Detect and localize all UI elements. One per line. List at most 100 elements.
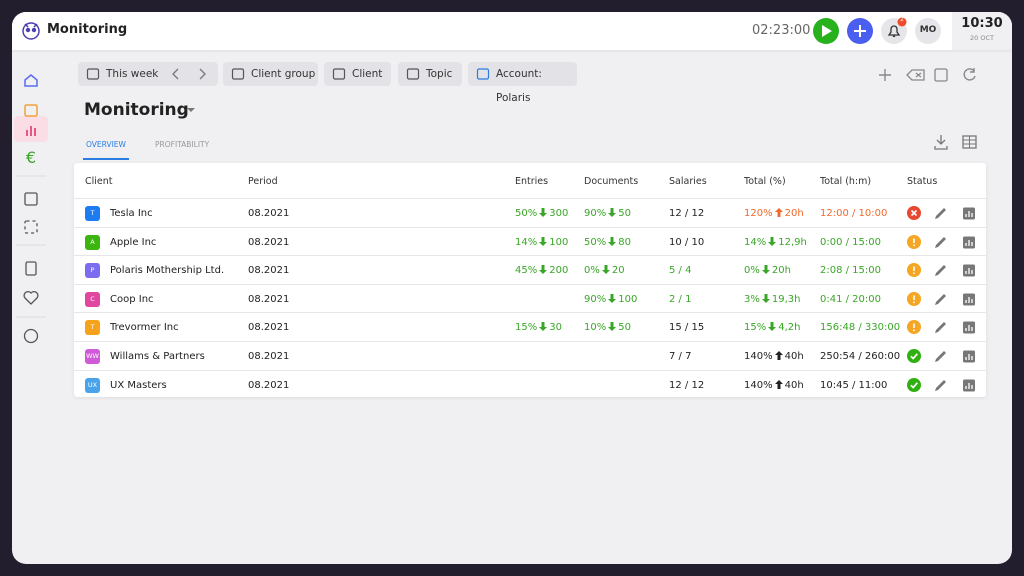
row-actions [907, 377, 975, 392]
edit-button[interactable] [935, 293, 946, 305]
column-header: Client [85, 176, 113, 187]
total-hm: 0:41 / 20:00 [820, 293, 882, 305]
tab-active[interactable]: OVERVIEW [86, 140, 126, 149]
total-pct: 14% 12,9h [744, 236, 807, 248]
total-pct: 120% 20h [744, 208, 804, 219]
percent: 45% [515, 265, 538, 277]
client-name: UX Masters [110, 379, 167, 391]
client-name: Willams & Partners [110, 351, 205, 362]
entries: 45% 200 [515, 265, 568, 276]
filter-label: Client [352, 68, 383, 80]
percent: 90% [584, 293, 607, 305]
amount: 4,2h [778, 322, 801, 334]
edit-button[interactable] [935, 322, 946, 334]
total-hm: 156:48 / 330:00 [820, 322, 901, 334]
badge: 2 [900, 16, 904, 23]
clock [952, 12, 1012, 50]
client-avatar: T [85, 320, 100, 336]
table-row: P Polaris Mothership Ltd. 08.2021 45% 200 0% 2… [74, 255, 986, 284]
filter-chip[interactable]: This week [78, 62, 218, 86]
table-actions [934, 135, 977, 150]
app: Monitoring 02:23:00 2 MO 10:30 20 OCT € [12, 12, 1012, 564]
period: 08.2021 [248, 322, 290, 334]
percent: 50% [515, 208, 538, 219]
client-avatar: P [85, 263, 100, 279]
percent: 3% [744, 293, 760, 305]
filter-chip[interactable]: Account: Polaris [468, 62, 577, 104]
avatar[interactable] [915, 18, 941, 44]
amount: 100 [618, 293, 638, 305]
amount: 20h [784, 208, 804, 219]
client-name: Tesla Inc [110, 208, 153, 219]
percent: 15% [515, 322, 538, 334]
edit-button[interactable] [935, 236, 946, 248]
period: 08.2021 [248, 208, 290, 219]
period: 08.2021 [248, 293, 290, 305]
total-hm: 12:00 / 10:00 [820, 208, 888, 219]
amount: 300 [549, 208, 569, 219]
top-actions [813, 17, 941, 44]
percent: 0% [584, 265, 600, 277]
top-bar: Monitoring 02:23:00 2 MO 10:30 20 OCT [12, 12, 1012, 50]
client-name: Polaris Mothership Ltd. [110, 265, 225, 277]
edit-button[interactable] [935, 208, 946, 219]
row-actions [907, 320, 975, 335]
arrow-up [774, 208, 783, 217]
title-dropdown[interactable] [186, 107, 196, 113]
filter-chip[interactable]: Client [324, 62, 391, 86]
edit-button[interactable] [935, 379, 946, 391]
arrow-down [761, 293, 770, 303]
arrow-down [539, 265, 548, 275]
status-warning [907, 320, 921, 335]
amount: 100 [549, 236, 569, 248]
arrow-down [761, 265, 770, 275]
arrow-down [608, 208, 617, 217]
edit-button[interactable] [935, 351, 946, 362]
sidebar: € [14, 74, 48, 344]
total-pct: 15% 4,2h [744, 322, 800, 333]
amount: 20h [771, 265, 791, 277]
amount: 80 [618, 236, 631, 248]
salaries: 2 / 1 [669, 293, 692, 305]
filter-chip[interactable]: Topic [398, 62, 462, 86]
client-name: Trevormer Inc [110, 322, 179, 334]
amount: 12,9h [778, 236, 807, 248]
filter-label: Topic [426, 68, 453, 80]
table-row: C Coop Inc 08.2021 90% 100 3% 19,3h 2 / 1 0:41 /… [74, 283, 986, 313]
documents: 0% 20 [584, 265, 625, 276]
tab[interactable]: PROFITABILITY [155, 140, 210, 149]
documents: 10% 50 [584, 322, 631, 333]
edit-button[interactable] [935, 265, 946, 277]
percent: 140% [744, 351, 773, 362]
filter-icon [332, 68, 346, 80]
table-row: WW Willams & Partners 08.2021 140% 40h 7 / 7 2… [74, 341, 986, 370]
table-row: T Tesla Inc 08.2021 50% 300 90% 50 120% 20h 12 / … [74, 198, 986, 227]
documents: 90% 100 [584, 293, 638, 305]
entries: 14% 100 [515, 236, 569, 248]
salaries: 12 / 12 [669, 379, 705, 391]
arrow-down [601, 265, 610, 275]
filter-icon [231, 68, 245, 80]
arrow-down [608, 236, 617, 246]
filter-icon [476, 68, 490, 80]
percent: 90% [584, 208, 607, 219]
status-error [907, 206, 921, 220]
amount: 40h [784, 351, 804, 362]
percent: 50% [584, 236, 607, 248]
salaries: 12 / 12 [669, 208, 705, 219]
amount: 40h [784, 379, 804, 391]
documents: 90% 50 [584, 208, 631, 219]
total-pct: 0% 20h [744, 265, 791, 276]
table-row: T Trevormer Inc 08.2021 15% 30 10% 50 15% 4,2h 15… [74, 312, 986, 341]
week-arrows[interactable] [170, 68, 210, 80]
row-actions [907, 206, 975, 220]
status-warning [907, 291, 921, 306]
salaries: 10 / 10 [669, 236, 705, 248]
arrow-up [774, 351, 783, 360]
page-title: Monitoring [84, 100, 189, 120]
row-actions [907, 349, 975, 363]
status-warning [907, 234, 921, 249]
filter-chip[interactable]: Client group [223, 62, 318, 86]
percent: 14% [744, 236, 767, 248]
table-row: UX UX Masters 08.2021 140% 40h 12 / 12 10:45 /… [74, 369, 986, 399]
